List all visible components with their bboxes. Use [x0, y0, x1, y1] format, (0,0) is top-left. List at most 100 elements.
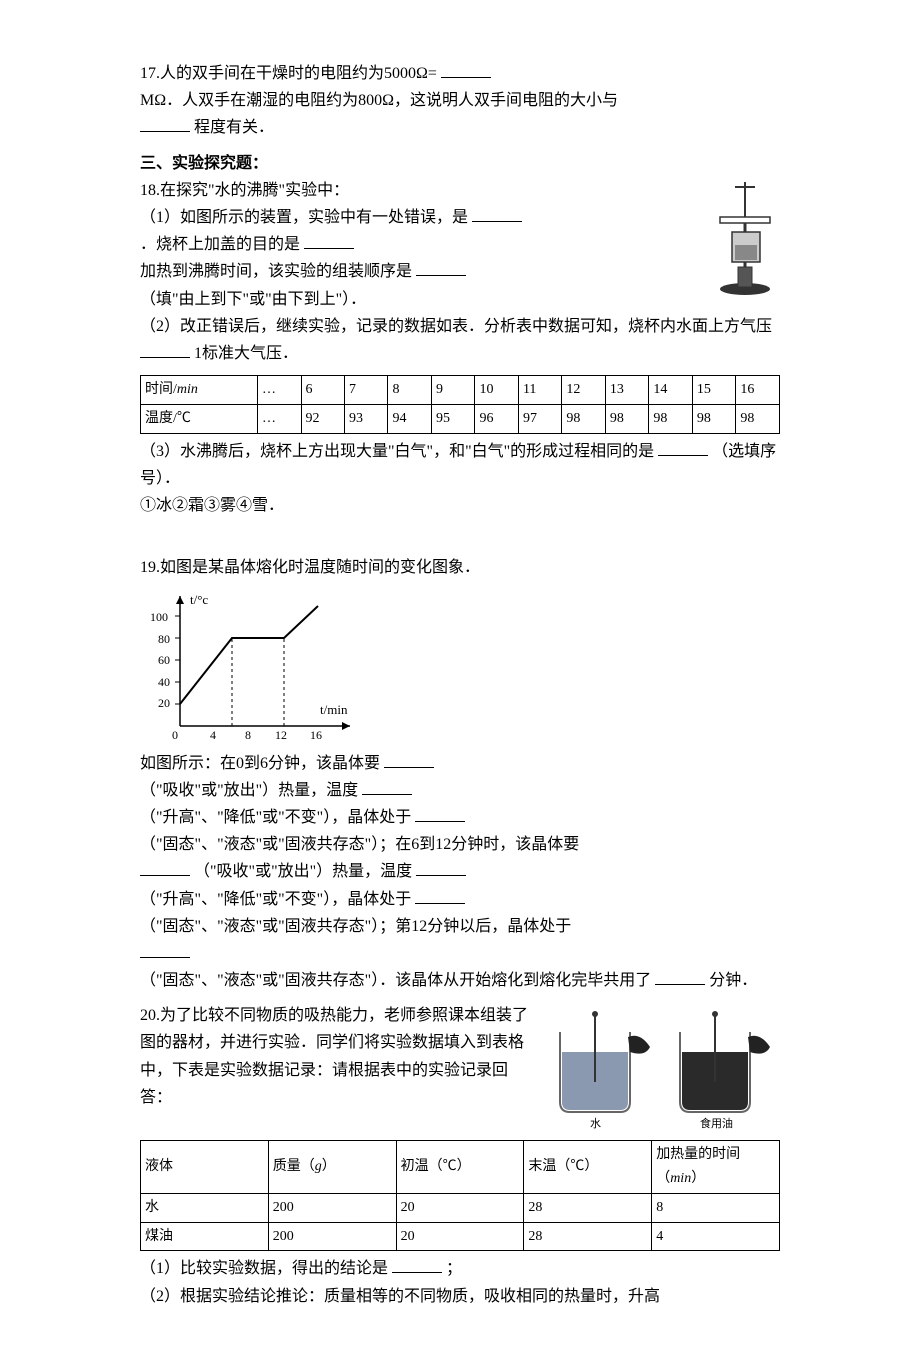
xtick: 16	[310, 728, 322, 742]
table-cell: 98	[736, 404, 780, 433]
table-cell: 200	[268, 1222, 396, 1251]
boiling-apparatus-figure	[710, 177, 780, 307]
table-cell: 95	[431, 404, 474, 433]
table-cell: …	[258, 376, 301, 405]
xtick: 8	[245, 728, 251, 742]
blank	[304, 231, 354, 249]
ytick: 40	[158, 675, 170, 689]
table-cell: 98	[605, 404, 648, 433]
q18-p2b: 1标准大气压．	[190, 345, 298, 362]
table-header: 液体	[141, 1141, 269, 1194]
question-18: 18.在探究"水的沸腾"实验中： （1）如图所示的装置，实验中有一处错误，是 ．…	[140, 177, 780, 367]
blank	[472, 204, 522, 222]
question-19: 19.如图是某晶体熔化时温度随时间的变化图象． t/°c t/min 100 8…	[140, 554, 780, 994]
table-cell: 20	[396, 1193, 524, 1222]
question-20: 水 食用油 20.为了比较不同物质的吸热能力，老师参照课本组装了图的器材，并进行…	[140, 1002, 780, 1132]
table-cell: 92	[301, 404, 344, 433]
q19-t1: 如图所示：在0到6分钟，该晶体要	[140, 755, 384, 772]
beakers-figure: 水 食用油	[540, 1002, 780, 1132]
origin: 0	[172, 728, 178, 742]
table-cell: 15	[692, 376, 735, 405]
table-cell: 16	[736, 376, 780, 405]
beaker-water: 水	[560, 1011, 650, 1130]
table-cell: 温度/℃	[141, 404, 258, 433]
table-row: 水 200 20 28 8	[141, 1193, 780, 1222]
table-cell: 20	[396, 1222, 524, 1251]
q17-text3: 程度有关．	[190, 119, 274, 136]
table-cell: 12	[562, 376, 605, 405]
q20-p2: （2）根据实验结论推论：质量相等的不同物质，吸收相同的热量时，升高	[140, 1288, 660, 1305]
q18-num: 18.	[140, 182, 160, 199]
q18-p3a: （3）水沸腾后，烧杯上方出现大量"白气"，和"白气"的形成过程相同的是	[140, 443, 658, 460]
table-header: 初温（℃）	[396, 1141, 524, 1194]
q19-num: 19.	[140, 559, 160, 576]
table-cell: 7	[345, 376, 388, 405]
table-cell: 98	[649, 404, 692, 433]
table-row: 温度/℃ … 92 93 94 95 96 97 98 98 98 98 98	[141, 404, 780, 433]
q18-p1b: ．烧杯上加盖的目的是	[140, 236, 304, 253]
table-cell: 93	[345, 404, 388, 433]
table-cell: 9	[431, 376, 474, 405]
question-17: 17.人的双手间在干燥时的电阻约为5000Ω= MΩ．人双手在潮湿的电阻约为80…	[140, 60, 780, 142]
table-header: 加热量的时间（min）	[652, 1141, 780, 1194]
q18-intro: 在探究"水的沸腾"实验中：	[160, 182, 349, 199]
q19-t9: 分钟．	[705, 972, 757, 989]
table-row: 时间/min … 6 7 8 9 10 11 12 13 14 15 16	[141, 376, 780, 405]
q19-t4: （"固态"、"液态"或"固液共存态"）；在6到12分钟时，该晶体要	[140, 836, 579, 853]
blank	[415, 886, 465, 904]
ytick: 80	[158, 632, 170, 646]
q19-t2: （"吸收"或"放出"）热量，温度	[140, 782, 362, 799]
xtick: 4	[210, 728, 216, 742]
q19-t6: （"升高"、"降低"或"不变"），晶体处于	[140, 891, 415, 908]
q19-t5: （"吸收"或"放出"）热量，温度	[190, 863, 416, 880]
table-cell: 28	[524, 1193, 652, 1222]
question-18-cont: （3）水沸腾后，烧杯上方出现大量"白气"，和"白气"的形成过程相同的是 （选填序…	[140, 438, 780, 520]
melting-chart: t/°c t/min 100 80 60 40 20 0 4 8 12 16	[140, 586, 360, 746]
table-cell: 98	[562, 404, 605, 433]
blank	[392, 1255, 442, 1273]
q18-p1a: （1）如图所示的装置，实验中有一处错误，是	[140, 209, 472, 226]
table-cell: 200	[268, 1193, 396, 1222]
blank	[384, 750, 434, 768]
table-header: 质量（g）	[268, 1141, 396, 1194]
table-cell: 8	[388, 376, 431, 405]
blank	[415, 804, 465, 822]
blank	[441, 60, 491, 78]
xlabel: t/min	[320, 702, 348, 717]
q18-p2: （2）改正错误后，继续实验，记录的数据如表．分析表中数据可知，烧杯内水面上方气压	[140, 318, 772, 335]
q20-data-table: 液体 质量（g） 初温（℃） 末温（℃） 加热量的时间（min） 水 200 2…	[140, 1140, 780, 1251]
q18-p3c: ①冰②霜③雾④雪．	[140, 497, 284, 514]
table-cell: 96	[475, 404, 518, 433]
q20-p1: （1）比较实验数据，得出的结论是	[140, 1260, 392, 1277]
q18-data-table: 时间/min … 6 7 8 9 10 11 12 13 14 15 16 温度…	[140, 375, 780, 434]
blank	[140, 858, 190, 876]
beaker-label-oil: 食用油	[700, 1116, 733, 1130]
xtick: 12	[275, 728, 287, 742]
table-row: 煤油 200 20 28 4	[141, 1222, 780, 1251]
table-cell: 28	[524, 1222, 652, 1251]
blank	[140, 940, 190, 958]
q17-text2: MΩ．人双手在潮湿的电阻约为800Ω，这说明人双手间电阻的大小与	[140, 92, 618, 109]
ylabel: t/°c	[190, 592, 208, 607]
table-cell: 10	[475, 376, 518, 405]
q18-p1c: 加热到沸腾时间，该实验的组装顺序是	[140, 263, 416, 280]
table-row: 液体 质量（g） 初温（℃） 末温（℃） 加热量的时间（min）	[141, 1141, 780, 1194]
section-3-title: 三、实验探究题：	[140, 150, 780, 177]
ytick: 60	[158, 653, 170, 667]
q20-p1b: ；	[442, 1260, 462, 1277]
ytick: 20	[158, 696, 170, 710]
q20-num: 20.	[140, 1007, 160, 1024]
q19-t8: （"固态"、"液态"或"固液共存态"）．该晶体从开始熔化到熔化完毕共用了	[140, 972, 655, 989]
table-cell: 11	[518, 376, 561, 405]
blank	[658, 438, 708, 456]
blank	[140, 114, 190, 132]
q19-t3: （"升高"、"降低"或"不变"），晶体处于	[140, 809, 415, 826]
table-cell: 煤油	[141, 1222, 269, 1251]
q19-t7: （"固态"、"液态"或"固液共存态"）；第12分钟以后，晶体处于	[140, 918, 571, 935]
beaker-oil: 食用油	[680, 1011, 770, 1130]
table-cell: 98	[692, 404, 735, 433]
blank	[416, 858, 466, 876]
blank	[416, 258, 466, 276]
table-cell: 13	[605, 376, 648, 405]
ytick: 100	[150, 610, 168, 624]
